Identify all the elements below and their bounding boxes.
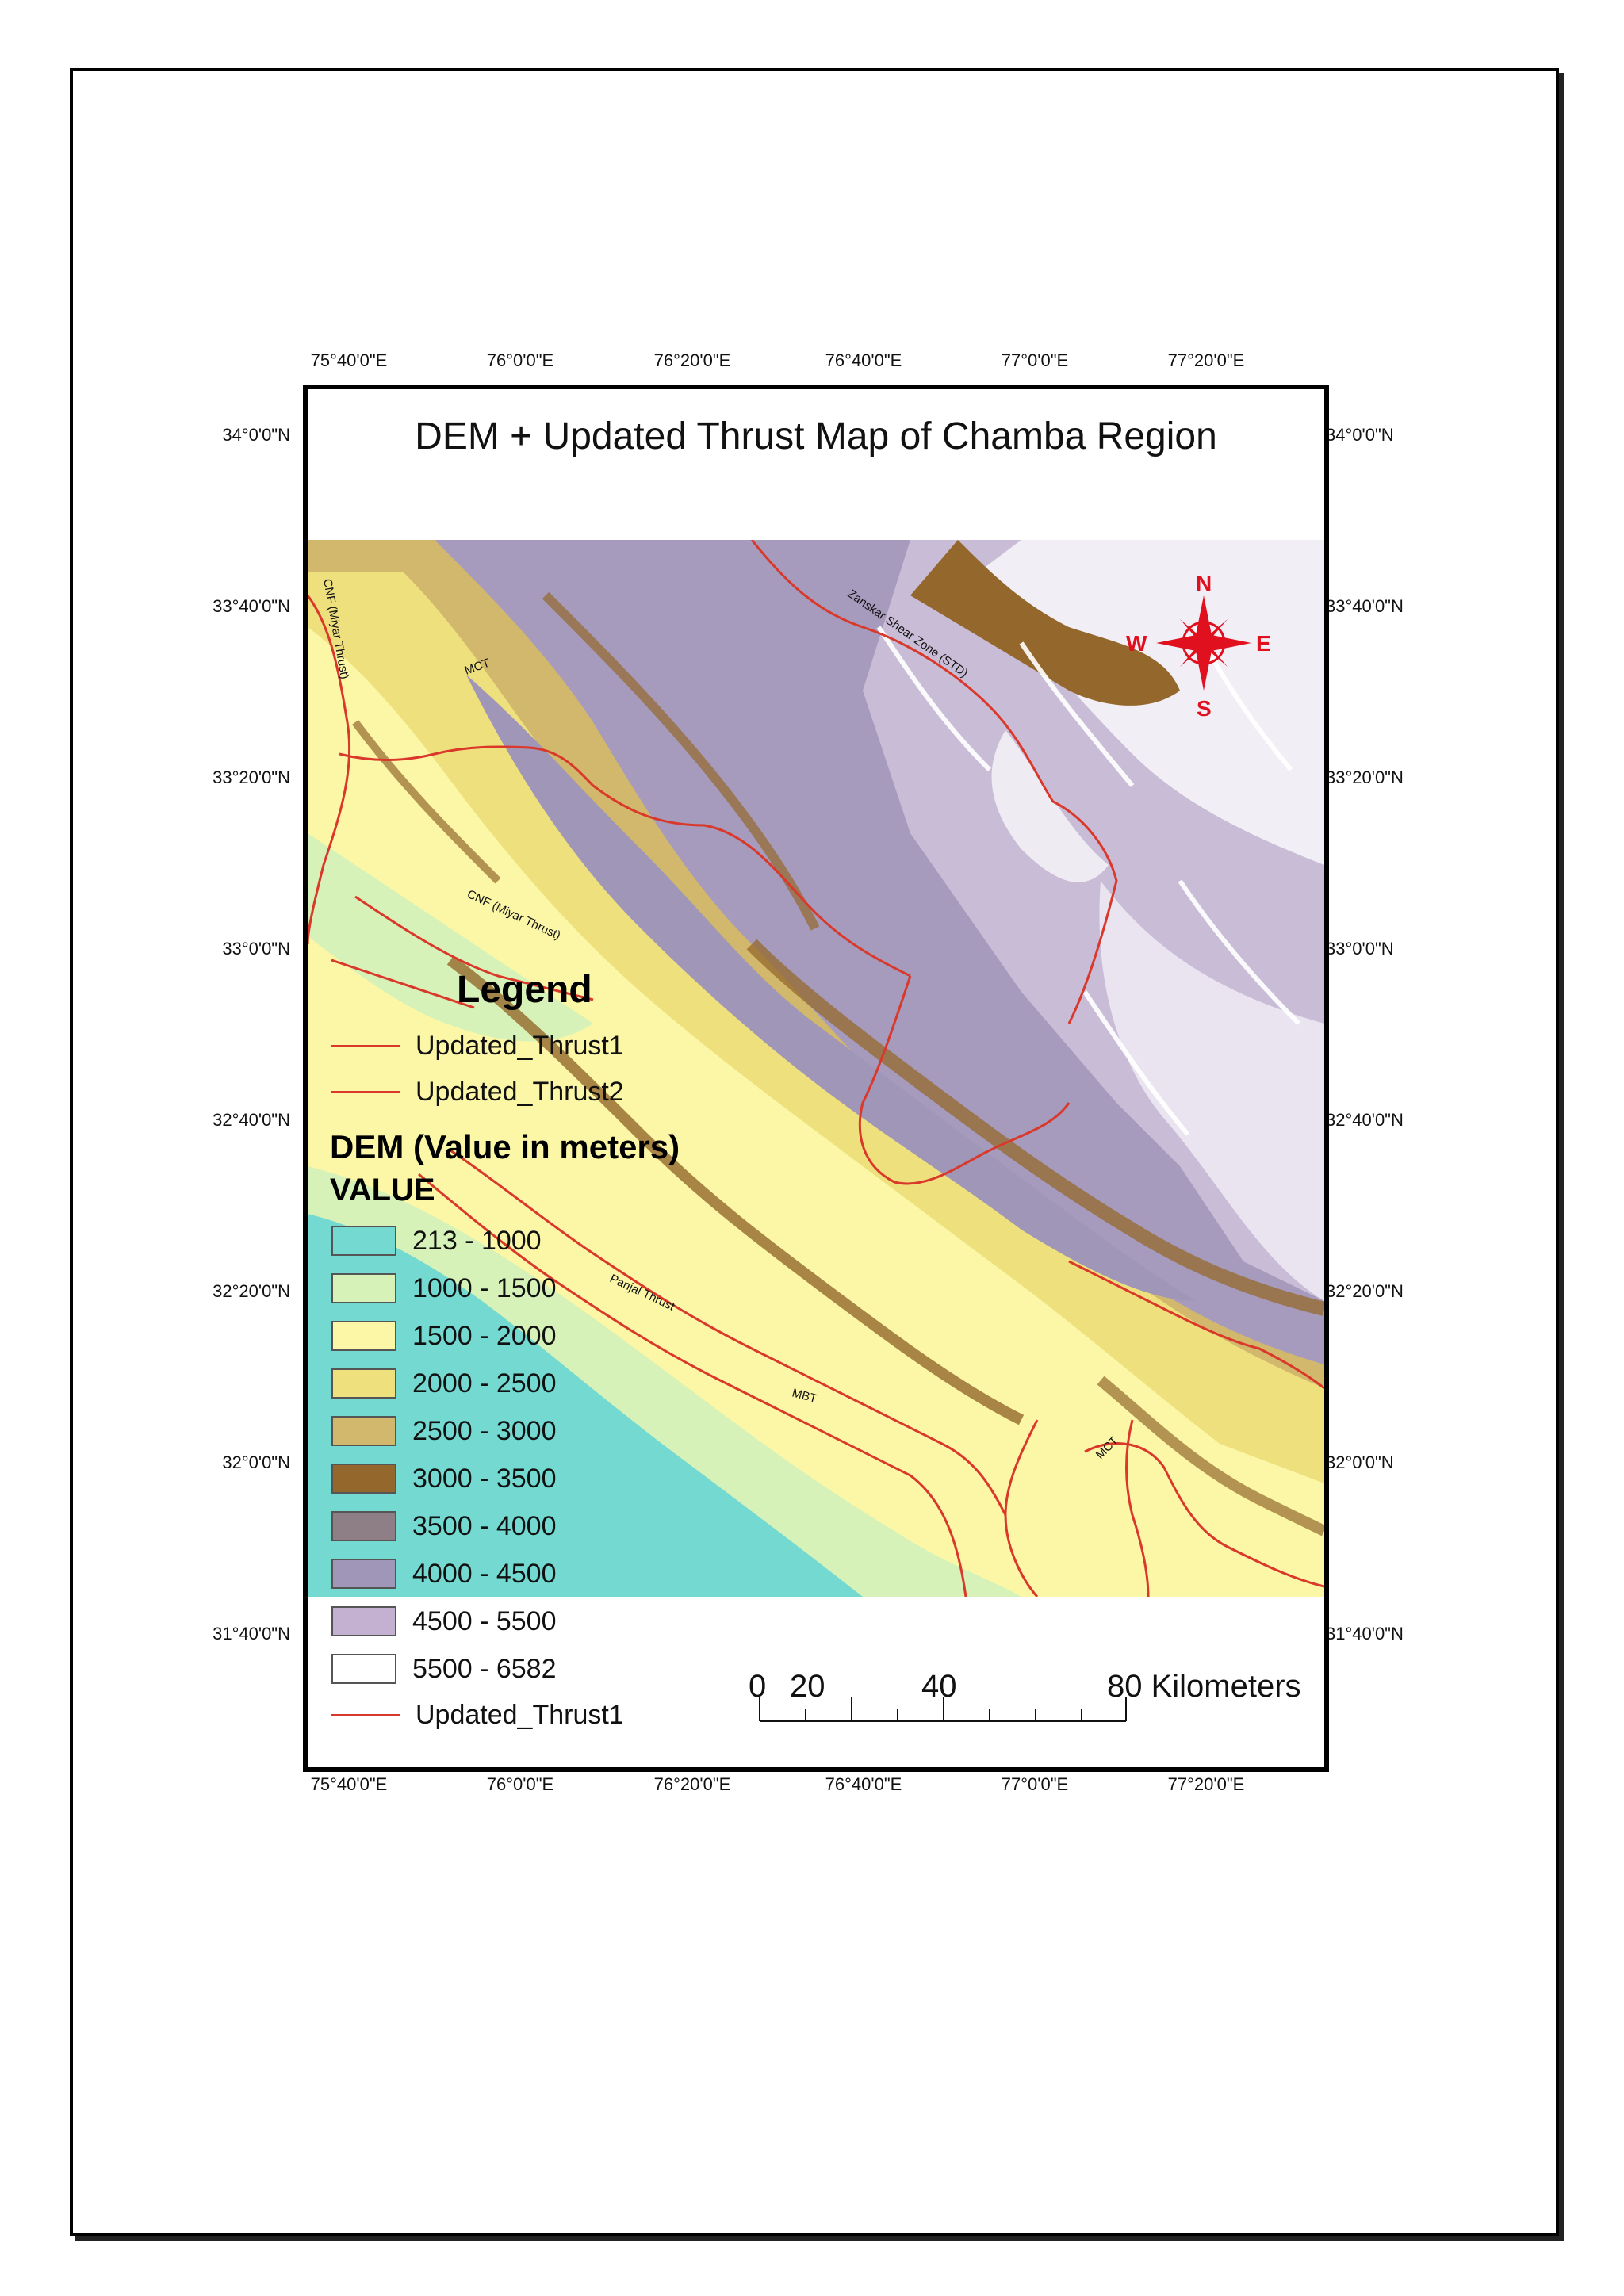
top-longitude-label: 76°40'0"E (825, 350, 902, 370)
scale-label-20: 20 (790, 1669, 825, 1704)
map-frame: CNF (Miyar Thrust) MCT Zanskar Shear Zon… (303, 385, 1329, 1772)
left-latitude-label: 33°40'0"N (213, 596, 290, 616)
left-latitude-label: 32°0'0"N (222, 1452, 290, 1472)
dem-raster: CNF (Miyar Thrust) MCT Zanskar Shear Zon… (308, 540, 1324, 1597)
scale-bar (759, 1697, 1127, 1722)
top-longitude-label: 76°20'0"E (653, 350, 731, 370)
legend-class-row: 213 - 1000 (331, 1223, 542, 1258)
color-swatch (331, 1416, 396, 1446)
legend-class-row: 2000 - 2500 (331, 1366, 557, 1401)
compass-s: S (1197, 696, 1212, 721)
scale-label-40: 40 (921, 1669, 957, 1704)
left-latitude-label: 32°40'0"N (213, 1110, 290, 1130)
color-swatch (331, 1511, 396, 1541)
thrust-line-icon (331, 1713, 400, 1716)
left-latitude-label: 33°0'0"N (222, 939, 290, 959)
legend-class-row: 3000 - 3500 (331, 1461, 557, 1496)
legend-thrust1: Updated_Thrust1 (331, 1030, 624, 1062)
right-latitude-label: 33°20'0"N (1326, 767, 1404, 787)
dem-legend-title: DEM (Value in meters) (330, 1128, 680, 1165)
bottom-longitude-label: 75°40'0"E (310, 1774, 388, 1794)
value-legend-title: VALUE (330, 1173, 435, 1207)
scale-label-80: 80 Kilometers (1107, 1669, 1301, 1704)
left-latitude-label: 34°0'0"N (222, 425, 290, 445)
top-longitude-label: 77°20'0"E (1167, 350, 1245, 370)
left-latitude-label: 33°20'0"N (213, 767, 290, 787)
right-latitude-label: 34°0'0"N (1326, 425, 1394, 445)
legend-class-row: 4500 - 5500 (331, 1604, 557, 1639)
legend-class-row: 3500 - 4000 (331, 1509, 557, 1544)
right-latitude-label: 31°40'0"N (1326, 1624, 1404, 1644)
compass-n: N (1196, 571, 1212, 595)
bottom-longitude-label: 77°0'0"E (1001, 1774, 1069, 1794)
bottom-longitude-label: 76°0'0"E (486, 1774, 554, 1794)
thrust-line-icon (331, 1090, 400, 1093)
top-longitude-label: 75°40'0"E (310, 350, 388, 370)
top-longitude-label: 76°0'0"E (486, 350, 554, 370)
right-latitude-label: 32°0'0"N (1326, 1452, 1394, 1472)
legend-class-row: 1500 - 2000 (331, 1318, 557, 1353)
scale-label-0: 0 (749, 1669, 767, 1704)
legend-thrust2: Updated_Thrust2 (331, 1076, 624, 1108)
color-swatch (331, 1226, 396, 1256)
legend-class-row: 4000 - 4500 (331, 1556, 557, 1591)
compass-e: E (1256, 631, 1271, 656)
right-latitude-label: 33°0'0"N (1326, 939, 1394, 959)
color-swatch (331, 1368, 396, 1399)
right-latitude-label: 32°20'0"N (1326, 1281, 1404, 1301)
bottom-longitude-label: 76°20'0"E (653, 1774, 731, 1794)
left-latitude-label: 31°40'0"N (213, 1624, 290, 1644)
legend-class-row: 2500 - 3000 (331, 1414, 557, 1448)
bottom-longitude-label: 77°20'0"E (1167, 1774, 1245, 1794)
thrust-line-icon (331, 1044, 400, 1047)
color-swatch (331, 1321, 396, 1351)
legend-class-row: 5500 - 6582 (331, 1651, 557, 1686)
color-swatch (331, 1464, 396, 1494)
color-swatch (331, 1559, 396, 1589)
map-title: DEM + Updated Thrust Map of Chamba Regio… (415, 415, 1217, 457)
bottom-longitude-label: 76°40'0"E (825, 1774, 902, 1794)
compass-w: W (1126, 631, 1147, 656)
legend-title: Legend (457, 969, 592, 1011)
legend-thrust-bottom: Updated_Thrust1 (331, 1699, 624, 1731)
color-swatch (331, 1606, 396, 1636)
north-arrow-icon: N S E W (1126, 571, 1271, 721)
right-latitude-label: 32°40'0"N (1326, 1110, 1404, 1130)
color-swatch (331, 1654, 396, 1684)
legend-class-row: 1000 - 1500 (331, 1271, 557, 1306)
right-latitude-label: 33°40'0"N (1326, 596, 1404, 616)
color-swatch (331, 1273, 396, 1303)
top-longitude-label: 77°0'0"E (1001, 350, 1069, 370)
left-latitude-label: 32°20'0"N (213, 1281, 290, 1301)
dem-map: CNF (Miyar Thrust) MCT Zanskar Shear Zon… (308, 540, 1324, 1722)
